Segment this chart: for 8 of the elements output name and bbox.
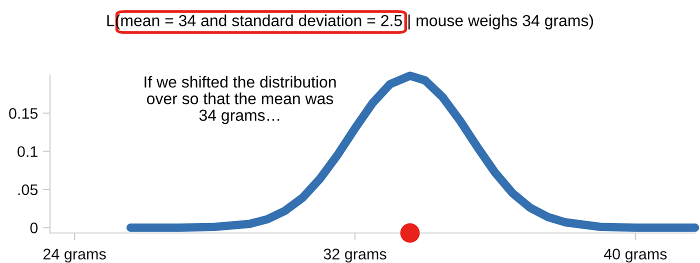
y-tick-label: 0.1 <box>18 146 38 158</box>
x-tick-label: 24 grams <box>43 248 106 263</box>
y-tick-label: 0.15 <box>9 108 38 119</box>
y-tick-label: .05 <box>18 184 38 196</box>
y-tick-label: 0 <box>30 222 38 234</box>
annotation: If we shifted the distribution over so that the mean was 34 grams… <box>144 76 336 124</box>
x-tick-label: 40 grams <box>604 248 667 263</box>
x-tick-label: 32 grams <box>324 248 386 263</box>
